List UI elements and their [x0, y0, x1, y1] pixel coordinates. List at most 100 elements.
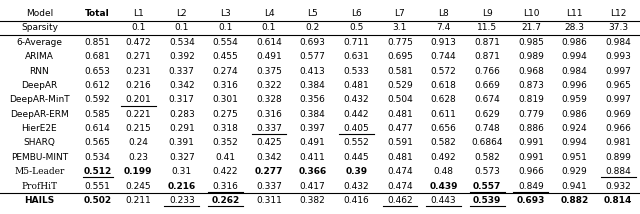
Text: 0.554: 0.554 [212, 38, 238, 47]
Text: 11.5: 11.5 [477, 24, 497, 33]
Text: 0.211: 0.211 [125, 196, 151, 205]
Text: 0.39: 0.39 [345, 167, 367, 176]
Text: 0.24: 0.24 [128, 138, 148, 147]
Text: 0.591: 0.591 [387, 138, 413, 147]
Text: 0.966: 0.966 [518, 167, 544, 176]
Text: L5: L5 [307, 9, 318, 18]
Text: 0.941: 0.941 [562, 181, 588, 190]
Text: 7.4: 7.4 [436, 24, 451, 33]
Text: 0.274: 0.274 [212, 67, 238, 76]
Text: 0.417: 0.417 [300, 181, 326, 190]
Text: 0.951: 0.951 [561, 153, 588, 162]
Text: 0.442: 0.442 [344, 110, 369, 119]
Text: 0.1: 0.1 [262, 24, 276, 33]
Text: 0.628: 0.628 [431, 95, 456, 104]
Text: 0.573: 0.573 [474, 167, 500, 176]
Text: 0.31: 0.31 [172, 167, 192, 176]
Text: 0.491: 0.491 [256, 52, 282, 61]
Text: 0.481: 0.481 [344, 81, 369, 90]
Text: 0.775: 0.775 [387, 38, 413, 47]
Text: 0.283: 0.283 [169, 110, 195, 119]
Text: 37.3: 37.3 [608, 24, 628, 33]
Text: DeepAR-MinT: DeepAR-MinT [9, 95, 70, 104]
Text: L2: L2 [177, 9, 187, 18]
Text: 0.656: 0.656 [431, 124, 456, 133]
Text: 0.316: 0.316 [212, 81, 238, 90]
Text: L10: L10 [523, 9, 539, 18]
Text: 0.849: 0.849 [518, 181, 544, 190]
Text: 0.439: 0.439 [429, 181, 458, 190]
Text: 0.384: 0.384 [300, 81, 326, 90]
Text: 0.392: 0.392 [169, 52, 195, 61]
Text: 0.481: 0.481 [387, 110, 413, 119]
Text: 6-Average: 6-Average [17, 38, 63, 47]
Text: 0.681: 0.681 [84, 52, 111, 61]
Text: HAILS: HAILS [24, 196, 54, 205]
Text: 0.592: 0.592 [84, 95, 111, 104]
Text: 0.221: 0.221 [125, 110, 151, 119]
Text: 0.994: 0.994 [562, 52, 588, 61]
Text: 0.552: 0.552 [344, 138, 369, 147]
Text: 0.534: 0.534 [169, 38, 195, 47]
Text: 0.422: 0.422 [212, 167, 238, 176]
Text: 0.231: 0.231 [125, 67, 151, 76]
Text: 0.318: 0.318 [212, 124, 238, 133]
Text: RNN: RNN [29, 67, 49, 76]
Text: 0.572: 0.572 [431, 67, 456, 76]
Text: ProfHiT: ProfHiT [21, 181, 58, 190]
Text: 0.384: 0.384 [300, 110, 326, 119]
Text: 0.445: 0.445 [344, 153, 369, 162]
Text: HierE2E: HierE2E [22, 124, 57, 133]
Text: 0.779: 0.779 [518, 110, 544, 119]
Text: DeepAR-ERM: DeepAR-ERM [10, 110, 69, 119]
Text: 0.653: 0.653 [84, 67, 111, 76]
Text: ARIMA: ARIMA [25, 52, 54, 61]
Text: 0.375: 0.375 [256, 67, 282, 76]
Text: 0.311: 0.311 [256, 196, 282, 205]
Text: 0.275: 0.275 [212, 110, 238, 119]
Text: 0.502: 0.502 [83, 196, 111, 205]
Text: 0.6864: 0.6864 [472, 138, 503, 147]
Text: 0.405: 0.405 [344, 124, 369, 133]
Text: 0.337: 0.337 [256, 124, 282, 133]
Text: 0.994: 0.994 [562, 138, 588, 147]
Text: 0.585: 0.585 [84, 110, 111, 119]
Text: 3.1: 3.1 [393, 24, 407, 33]
Text: 21.7: 21.7 [521, 24, 541, 33]
Text: 0.391: 0.391 [169, 138, 195, 147]
Text: 0.416: 0.416 [344, 196, 369, 205]
Text: 0.986: 0.986 [561, 38, 588, 47]
Text: 0.316: 0.316 [256, 110, 282, 119]
Text: 0.443: 0.443 [431, 196, 456, 205]
Text: 0.932: 0.932 [605, 181, 631, 190]
Text: 0.884: 0.884 [605, 167, 631, 176]
Text: 0.629: 0.629 [474, 110, 500, 119]
Text: 0.48: 0.48 [434, 167, 454, 176]
Text: 0.534: 0.534 [84, 153, 111, 162]
Text: 0.1: 0.1 [218, 24, 232, 33]
Text: 0.1: 0.1 [175, 24, 189, 33]
Text: 0.991: 0.991 [518, 138, 544, 147]
Text: 0.612: 0.612 [84, 81, 111, 90]
Text: 0.233: 0.233 [169, 196, 195, 205]
Text: 0.397: 0.397 [300, 124, 326, 133]
Text: 0.215: 0.215 [125, 124, 151, 133]
Text: 0.886: 0.886 [518, 124, 544, 133]
Text: SHARQ: SHARQ [24, 138, 56, 147]
Text: 0.985: 0.985 [518, 38, 544, 47]
Text: 0.986: 0.986 [561, 110, 588, 119]
Text: 0.529: 0.529 [387, 81, 413, 90]
Text: 0.491: 0.491 [300, 138, 326, 147]
Text: 0.711: 0.711 [344, 38, 369, 47]
Text: 0.216: 0.216 [168, 181, 196, 190]
Text: 0.997: 0.997 [605, 67, 631, 76]
Text: 0.581: 0.581 [387, 67, 413, 76]
Text: 0.557: 0.557 [473, 181, 501, 190]
Text: 0.766: 0.766 [474, 67, 500, 76]
Text: 0.41: 0.41 [216, 153, 236, 162]
Text: 0.989: 0.989 [518, 52, 544, 61]
Text: 0.577: 0.577 [300, 52, 326, 61]
Text: 0.873: 0.873 [518, 81, 544, 90]
Text: 0.851: 0.851 [84, 38, 111, 47]
Text: 0.425: 0.425 [256, 138, 282, 147]
